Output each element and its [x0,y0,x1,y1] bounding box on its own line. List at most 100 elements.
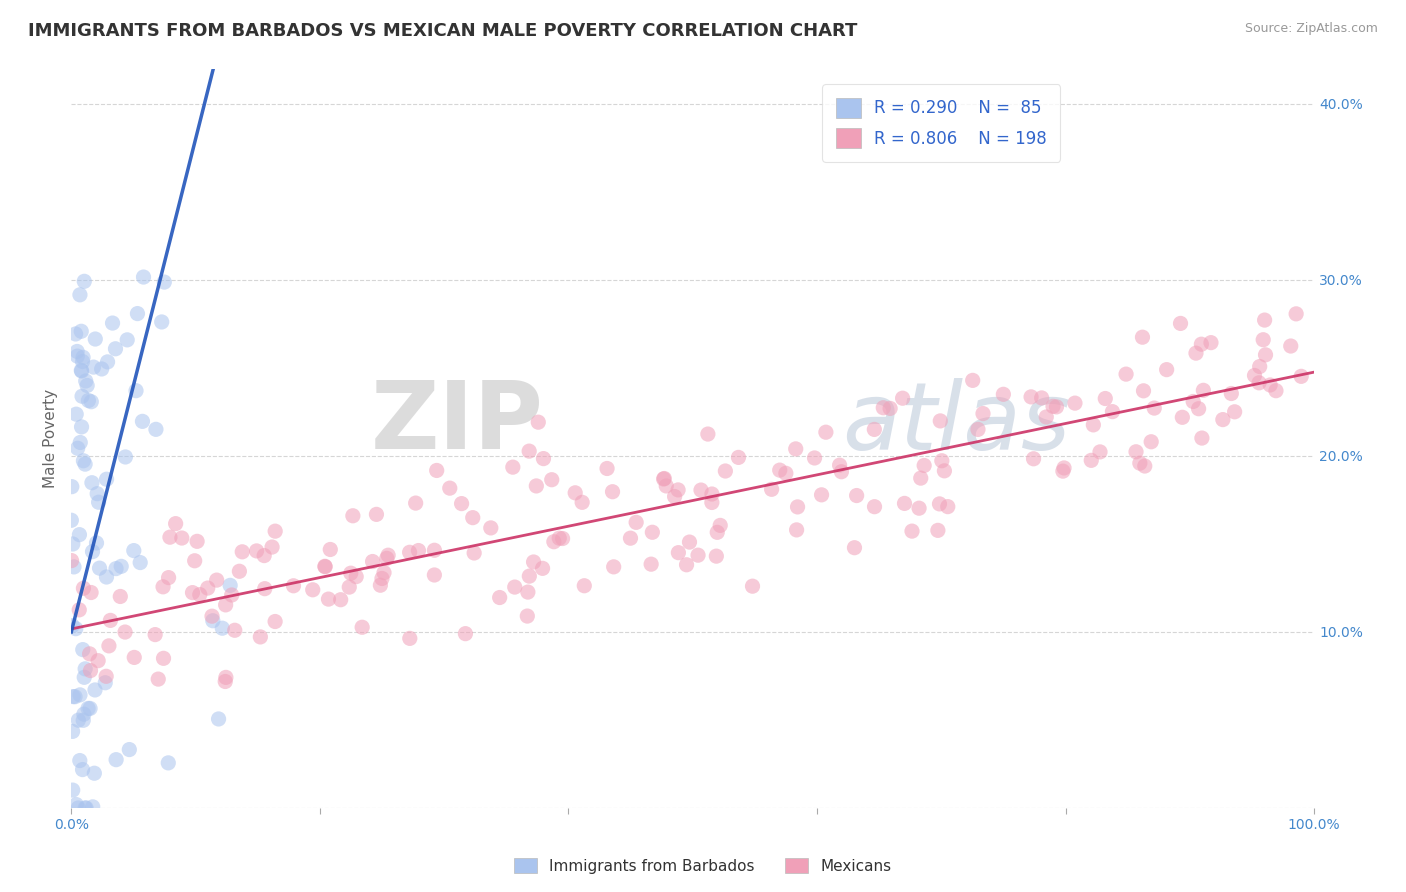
Point [523,555,546,569]
Point [1187,401,1209,416]
Point [205,573,228,587]
Point [517,569,540,583]
Point [845,489,868,503]
Point [1251,333,1274,347]
Legend: R = 0.290    N =  85, R = 0.806    N = 198: R = 0.290 N = 85, R = 0.806 N = 198 [823,84,1060,161]
Point [1132,330,1154,344]
Point [879,401,901,416]
Point [224,624,246,638]
Point [503,580,526,594]
Point [122,543,145,558]
Point [110,559,132,574]
Point [72,454,94,468]
Point [79,664,101,678]
Point [967,422,990,436]
Point [84,332,107,346]
Point [105,753,128,767]
Point [524,479,547,493]
Point [1133,458,1156,473]
Point [73,707,96,722]
Point [1031,391,1053,405]
Point [371,572,394,586]
Point [844,541,866,555]
Point [700,495,723,509]
Point [215,670,238,684]
Point [80,585,103,599]
Point [1045,400,1067,414]
Point [972,407,994,421]
Point [934,464,956,478]
Point [761,483,783,497]
Point [105,561,128,575]
Point [929,414,952,428]
Point [706,525,728,540]
Point [1243,368,1265,383]
Point [181,585,204,599]
Point [75,662,97,676]
Point [152,651,174,665]
Point [502,460,524,475]
Point [80,475,103,490]
Point [122,650,145,665]
Point [741,579,763,593]
Point [73,670,96,684]
Point [596,461,619,475]
Point [863,422,886,436]
Point [228,564,250,578]
Point [426,463,449,477]
Point [1223,405,1246,419]
Point [709,518,731,533]
Point [157,571,180,585]
Point [165,516,187,531]
Point [231,545,253,559]
Point [1191,431,1213,445]
Point [619,531,641,545]
Point [153,275,176,289]
Point [82,544,104,558]
Point [1253,313,1275,327]
Point [479,521,502,535]
Point [675,558,697,572]
Point [150,315,173,329]
Point [96,669,118,683]
Point [63,690,86,704]
Point [94,675,117,690]
Point [533,451,555,466]
Point [571,495,593,509]
Point [207,712,229,726]
Point [564,485,586,500]
Point [60,619,83,633]
Point [86,536,108,550]
Point [152,580,174,594]
Point [1247,376,1270,390]
Point [640,557,662,571]
Point [1129,456,1152,470]
Point [1143,401,1166,415]
Point [1088,445,1111,459]
Point [283,579,305,593]
Point [96,355,118,369]
Point [1035,409,1057,424]
Point [1101,404,1123,418]
Point [97,639,120,653]
Point [686,548,709,562]
Point [186,534,208,549]
Point [69,287,91,301]
Point [786,500,808,514]
Point [398,632,420,646]
Point [77,393,100,408]
Point [264,615,287,629]
Point [361,555,384,569]
Point [67,713,90,727]
Legend: Immigrants from Barbados, Mexicans: Immigrants from Barbados, Mexicans [508,852,898,880]
Point [214,674,236,689]
Point [1220,386,1243,401]
Point [803,450,825,465]
Point [318,592,340,607]
Point [72,714,94,728]
Text: Source: ZipAtlas.com: Source: ZipAtlas.com [1244,22,1378,36]
Point [1182,394,1205,409]
Point [319,542,342,557]
Point [1279,339,1302,353]
Point [540,473,562,487]
